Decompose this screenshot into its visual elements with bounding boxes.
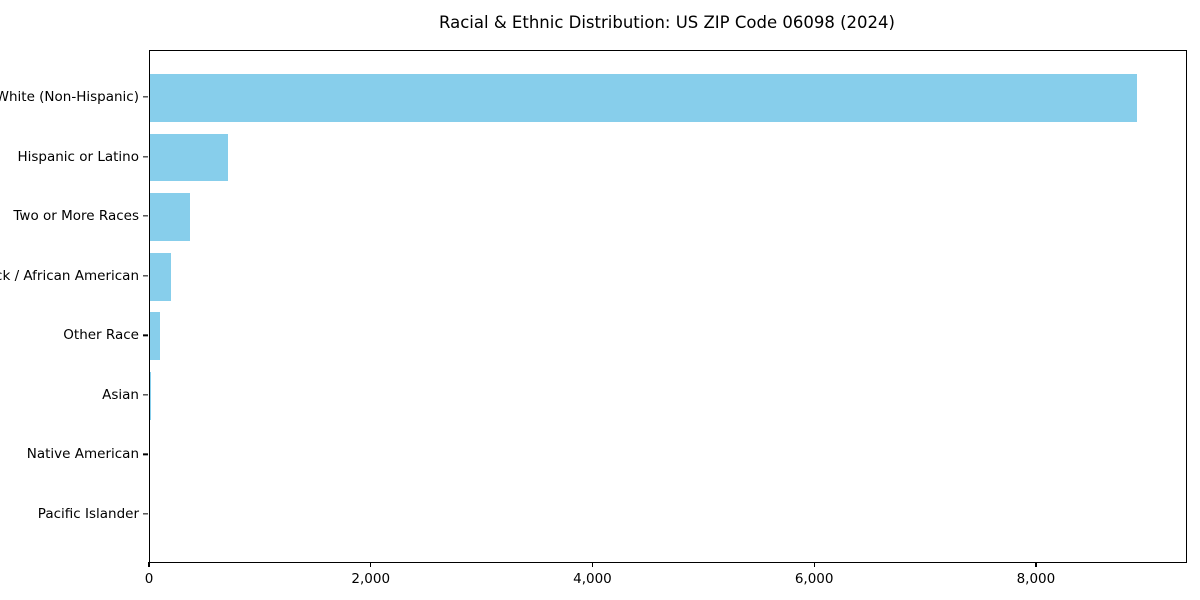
x-tick-label: 2,000 bbox=[351, 571, 391, 587]
plot-area bbox=[149, 50, 1187, 563]
bar-black-african-american bbox=[150, 252, 172, 301]
x-tick-mark bbox=[1035, 562, 1037, 568]
y-tick-label: Pacific Islander bbox=[37, 505, 139, 522]
x-tick-label: 4,000 bbox=[573, 571, 612, 587]
x-tick-mark bbox=[591, 562, 594, 568]
x-tick-label: 8,000 bbox=[1016, 571, 1056, 587]
x-tick-label: 6,000 bbox=[794, 571, 834, 587]
y-tick-label: Other Race bbox=[63, 327, 139, 344]
x-tick-mark bbox=[148, 562, 150, 568]
y-tick-mark bbox=[143, 453, 148, 456]
bar-asian bbox=[150, 372, 152, 420]
y-tick-mark bbox=[143, 155, 148, 158]
y-tick-mark bbox=[143, 334, 148, 336]
y-tick-label: Asian bbox=[102, 386, 139, 403]
bar-hispanic-or-latino bbox=[150, 133, 228, 182]
y-tick-mark bbox=[143, 96, 148, 98]
bar-other-race bbox=[150, 312, 160, 361]
x-tick-mark bbox=[370, 562, 372, 568]
bar-white-non-hispanic bbox=[150, 74, 1137, 122]
y-tick-mark bbox=[143, 513, 148, 515]
y-tick-mark bbox=[143, 394, 148, 396]
y-tick-label: Black / African American bbox=[0, 267, 139, 284]
x-tick-label: 0 bbox=[144, 571, 154, 587]
y-tick-mark bbox=[143, 215, 148, 217]
y-tick-label: Hispanic or Latino bbox=[17, 148, 139, 165]
y-tick-label: White (Non-Hispanic) bbox=[0, 89, 139, 106]
bar-two-or-more-races bbox=[150, 193, 190, 241]
y-tick-mark bbox=[143, 275, 148, 277]
y-tick-label: Two or More Races bbox=[13, 208, 139, 225]
x-tick-mark bbox=[813, 562, 815, 568]
y-tick-label: Native American bbox=[26, 446, 139, 463]
chart-title: Racial & Ethnic Distribution: US ZIP Cod… bbox=[439, 13, 895, 32]
